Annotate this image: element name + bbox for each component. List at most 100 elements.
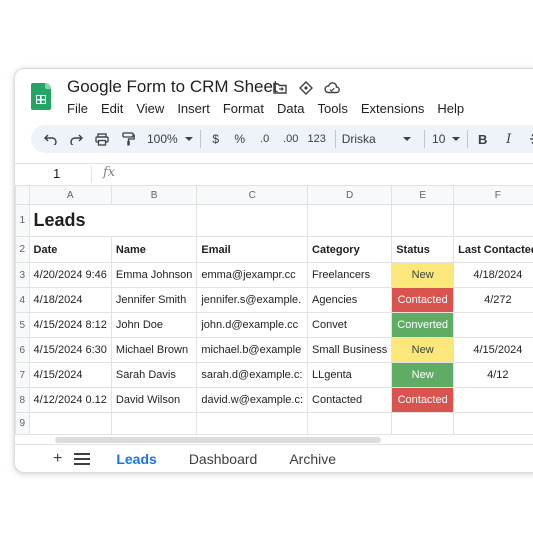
format-percent-button[interactable]: %	[234, 132, 246, 146]
cell[interactable]	[391, 412, 455, 435]
date-cell[interactable]: 4/20/2024 9:46	[28, 262, 112, 288]
status-cell[interactable]: New	[391, 337, 455, 363]
column-header-c[interactable]: C	[196, 185, 309, 205]
decrease-decimal-button[interactable]: .0	[260, 133, 270, 145]
name-cell[interactable]: Michael Brown	[110, 337, 198, 363]
status-cell[interactable]: Contacted	[391, 287, 455, 313]
all-sheets-list-icon[interactable]	[74, 453, 91, 465]
cell[interactable]	[196, 204, 309, 237]
name-box[interactable]: 1	[53, 166, 61, 181]
menu-format[interactable]: Format	[222, 101, 264, 116]
row-header[interactable]: 6	[15, 337, 30, 363]
format-currency-button[interactable]: $	[212, 132, 220, 146]
name-cell[interactable]: John Doe	[110, 312, 198, 338]
header-category[interactable]: Category	[307, 236, 393, 263]
header-name[interactable]: Name	[110, 236, 198, 263]
status-cell[interactable]: Converted	[391, 312, 455, 338]
font-chevron-down-icon[interactable]	[402, 128, 412, 150]
cell[interactable]	[391, 204, 455, 237]
date-cell[interactable]: 4/12/2024 0.12	[28, 387, 112, 413]
category-cell[interactable]: Agencies	[307, 287, 393, 313]
row-header[interactable]: 2	[15, 236, 30, 263]
menu-view[interactable]: View	[136, 101, 165, 116]
cell[interactable]	[307, 412, 393, 435]
name-cell[interactable]: David Wilson	[110, 387, 198, 413]
status-cell[interactable]: New	[391, 362, 455, 388]
row-header[interactable]: 4	[15, 287, 30, 313]
select-all-corner[interactable]	[15, 185, 30, 205]
row-header[interactable]: 7	[15, 362, 30, 388]
name-cell[interactable]: Emma Johnson	[110, 262, 198, 288]
zoom-select[interactable]: 100%	[147, 128, 194, 150]
status-cell[interactable]: Contacted	[391, 387, 455, 413]
date-cell[interactable]: 4/15/2024	[28, 362, 112, 388]
sheet-title-cell[interactable]: Leads	[28, 204, 198, 237]
tab-dashboard[interactable]: Dashboard	[188, 451, 258, 467]
last-contacted-cell[interactable]: 4/272	[453, 287, 533, 313]
menu-file[interactable]: File	[67, 101, 88, 116]
cell[interactable]	[110, 412, 198, 435]
print-icon[interactable]	[91, 128, 113, 150]
email-cell[interactable]: michael.b@example	[196, 337, 309, 363]
column-header-e[interactable]: E	[391, 185, 455, 205]
email-cell[interactable]: jennifer.s@example.	[196, 287, 309, 313]
folder-move-icon[interactable]	[271, 79, 289, 97]
drive-shortcut-icon[interactable]	[297, 79, 315, 97]
horizontal-scrollbar[interactable]	[55, 437, 381, 443]
add-sheet-icon[interactable]: +	[53, 450, 63, 467]
category-cell[interactable]: Contacted	[307, 387, 393, 413]
number-format-button[interactable]: 123	[307, 133, 326, 145]
date-cell[interactable]: 4/18/2024	[28, 287, 112, 313]
row-header[interactable]: 8	[15, 387, 30, 413]
menu-tools[interactable]: Tools	[317, 101, 348, 116]
email-cell[interactable]: sarah.d@example.c:	[196, 362, 309, 388]
document-title[interactable]: Google Form to CRM Sheet	[67, 77, 278, 96]
name-cell[interactable]: Jennifer Smith	[110, 287, 198, 313]
email-cell[interactable]: david.w@example.c:	[196, 387, 309, 413]
row-header[interactable]: 1	[15, 204, 30, 237]
cell[interactable]	[453, 204, 533, 237]
category-cell[interactable]: Small Business	[307, 337, 393, 363]
row-header[interactable]: 9	[15, 412, 30, 435]
font-size-value[interactable]: 10	[432, 132, 446, 146]
status-cell[interactable]: New	[391, 262, 455, 288]
row-header[interactable]: 3	[15, 262, 30, 288]
header-status[interactable]: Status	[391, 236, 455, 263]
undo-icon[interactable]	[39, 128, 61, 150]
category-cell[interactable]: Freelancers	[307, 262, 393, 288]
name-cell[interactable]: Sarah Davis	[110, 362, 198, 388]
header-last-contacted[interactable]: Last Contacted	[453, 236, 533, 263]
cell[interactable]	[307, 204, 393, 237]
category-cell[interactable]: Convet	[307, 312, 393, 338]
email-cell[interactable]: john.d@example.cc	[196, 312, 309, 338]
column-header-f[interactable]: F	[453, 185, 533, 205]
cloud-status-icon[interactable]	[323, 79, 341, 97]
cell[interactable]	[196, 412, 309, 435]
paint-format-icon[interactable]	[117, 128, 139, 150]
header-date[interactable]: Date	[28, 236, 112, 263]
increase-decimal-button[interactable]: .00	[283, 133, 299, 145]
menu-insert[interactable]: Insert	[177, 101, 210, 116]
tab-leads[interactable]: Leads	[116, 451, 157, 467]
cell[interactable]	[453, 412, 533, 435]
menu-extensions[interactable]: Extensions	[360, 101, 425, 116]
column-header-a[interactable]: A	[28, 185, 112, 205]
italic-button[interactable]: I	[506, 131, 512, 147]
strikethrough-icon[interactable]	[526, 128, 533, 150]
sheets-logo-icon[interactable]	[31, 83, 51, 110]
last-contacted-cell[interactable]: 4/12	[453, 362, 533, 388]
tab-archive[interactable]: Archive	[289, 451, 336, 467]
menu-data[interactable]: Data	[277, 101, 305, 116]
column-header-d[interactable]: D	[307, 185, 393, 205]
bold-button[interactable]: B	[478, 131, 488, 147]
cell[interactable]	[28, 412, 112, 435]
menu-help[interactable]: Help	[437, 101, 465, 116]
redo-icon[interactable]	[65, 128, 87, 150]
email-cell[interactable]: emma@jexampr.cc	[196, 262, 309, 288]
last-contacted-cell[interactable]: 4/15/2024	[453, 337, 533, 363]
last-contacted-cell[interactable]	[453, 312, 533, 338]
date-cell[interactable]: 4/15/2024 8:12	[28, 312, 112, 338]
menu-edit[interactable]: Edit	[100, 101, 124, 116]
last-contacted-cell[interactable]: 4/18/2024	[453, 262, 533, 288]
font-size-chevron-down-icon[interactable]	[451, 128, 461, 150]
